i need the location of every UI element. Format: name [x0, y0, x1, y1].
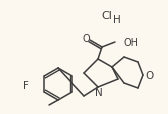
- Text: N: N: [95, 87, 103, 97]
- Text: F: F: [23, 80, 29, 90]
- Text: O: O: [82, 34, 90, 44]
- Text: O: O: [145, 70, 153, 80]
- Text: OH: OH: [123, 38, 138, 48]
- Text: Cl: Cl: [101, 11, 112, 21]
- Text: H: H: [113, 15, 121, 25]
